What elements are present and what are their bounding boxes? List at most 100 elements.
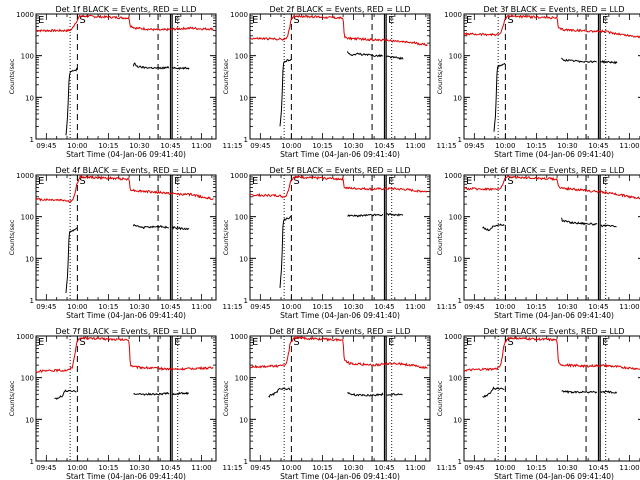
y-tick-label: 100: [235, 214, 248, 222]
panel-title: Det 2f BLACK = Events, RED = LLD: [269, 5, 410, 14]
lld-series-line: [463, 336, 640, 372]
x-axis-label: Start Time (04-Jan-06 09:41:40): [494, 311, 614, 320]
y-tick-label: 10: [453, 255, 462, 263]
y-tick-label: 1: [458, 136, 462, 144]
y-tick-label: 10: [453, 94, 462, 102]
x-tick-label: 09:45: [464, 142, 484, 150]
segment-marker-label: S: [293, 15, 299, 26]
y-tick-label: 1000: [230, 333, 248, 341]
detector-panel: Det 2f BLACK = Events, RED = LLD 1 10 100 10…: [222, 5, 457, 159]
events-series-line: [386, 55, 404, 60]
x-tick-label: 10:00: [67, 303, 87, 311]
events-series-line: [65, 227, 78, 294]
lld-series-line: [463, 175, 640, 200]
segment-marker-label: E: [38, 176, 44, 187]
segment-marker-label: E: [388, 15, 394, 26]
y-axis-label: Counts/sec: [222, 58, 230, 94]
plot-frame: [463, 13, 640, 140]
events-series-line: [279, 215, 292, 289]
segment-marker-label: S: [293, 176, 299, 187]
y-tick-label: 1: [30, 297, 34, 305]
x-axis-label: Start Time (04-Jan-06 09:41:40): [494, 150, 614, 159]
plot-frame: [35, 13, 217, 140]
lld-series-line: [463, 14, 640, 39]
plot-frame: [463, 335, 640, 462]
x-tick-label: 10:45: [374, 303, 394, 311]
x-tick-label: 11:00: [619, 303, 639, 311]
y-tick-label: 100: [235, 375, 248, 383]
events-series-line: [347, 213, 384, 218]
y-tick-label: 1000: [16, 172, 34, 180]
x-tick-label: 10:00: [495, 464, 515, 472]
detector-panel: Det 1f BLACK = Events, RED = LLD 1 10 100 10…: [8, 5, 243, 159]
events-series-line: [133, 391, 170, 396]
segment-marker-label: S: [79, 176, 85, 187]
y-tick-label: 10: [25, 255, 34, 263]
x-tick-label: 10:30: [557, 464, 577, 472]
y-tick-label: 10: [453, 416, 462, 424]
segment-marker-label: S: [507, 337, 513, 348]
y-axis-label: Counts/sec: [436, 58, 444, 94]
panel-title: Det 7f BLACK = Events, RED = LLD: [55, 327, 196, 336]
events-series-line: [65, 67, 78, 136]
events-series-line: [172, 66, 190, 70]
segment-marker-label: E: [466, 176, 472, 187]
x-tick-label: 10:15: [526, 303, 546, 311]
y-tick-label: 10: [239, 416, 248, 424]
x-tick-label: 10:45: [588, 142, 608, 150]
panel-title: Det 4f BLACK = Events, RED = LLD: [55, 166, 196, 175]
y-axis-label: Counts/sec: [8, 380, 16, 416]
events-series-line: [561, 390, 598, 394]
y-tick-label: 10: [25, 94, 34, 102]
x-tick-label: 10:15: [312, 142, 332, 150]
x-tick-label: 09:45: [36, 464, 56, 472]
y-tick-label: 1000: [230, 11, 248, 19]
events-series-line: [600, 390, 618, 394]
plot-frame: [249, 335, 431, 462]
x-tick-label: 10:15: [312, 303, 332, 311]
x-tick-label: 11:00: [191, 464, 211, 472]
x-tick-label: 11:00: [191, 142, 211, 150]
detector-panel: Det 4f BLACK = Events, RED = LLD 1 10 100 10…: [8, 166, 243, 320]
lld-series-line: [249, 175, 428, 199]
y-tick-label: 1: [458, 458, 462, 466]
y-axis-label: Counts/sec: [222, 219, 230, 255]
x-tick-label: 10:30: [557, 303, 577, 311]
events-series-line: [493, 62, 506, 132]
events-series-line: [132, 62, 170, 70]
panel-title: Det 5f BLACK = Events, RED = LLD: [269, 166, 410, 175]
lld-series-line: [35, 174, 214, 204]
x-tick-label: 10:30: [129, 303, 149, 311]
x-tick-label: 10:15: [526, 142, 546, 150]
y-tick-label: 100: [21, 53, 34, 61]
x-tick-label: 11:00: [619, 464, 639, 472]
events-series-line: [171, 226, 190, 231]
x-tick-label: 10:45: [374, 464, 394, 472]
lld-series-line: [35, 336, 214, 374]
lld-series-line: [249, 335, 428, 369]
segment-marker-label: S: [293, 337, 299, 348]
x-tick-label: 09:45: [464, 464, 484, 472]
y-tick-label: 1000: [444, 11, 462, 19]
plot-frame: [249, 174, 431, 301]
x-axis-label: Start Time (04-Jan-06 09:41:40): [280, 311, 400, 320]
segment-marker-label: E: [388, 337, 394, 348]
x-tick-label: 11:15: [222, 464, 242, 472]
plot-frame: [35, 335, 217, 462]
segment-marker-label: E: [174, 15, 180, 26]
detector-panel: Det 3f BLACK = Events, RED = LLD 1 10 100 10…: [436, 5, 640, 159]
y-tick-label: 10: [25, 416, 34, 424]
x-axis-label: Start Time (04-Jan-06 09:41:40): [66, 150, 186, 159]
segment-marker-label: S: [507, 176, 513, 187]
panel-title: Det 3f BLACK = Events, RED = LLD: [483, 5, 624, 14]
x-tick-label: 10:30: [343, 142, 363, 150]
y-tick-label: 100: [21, 214, 34, 222]
y-axis-label: Counts/sec: [222, 380, 230, 416]
y-tick-label: 1: [30, 458, 34, 466]
y-tick-label: 1: [458, 297, 462, 305]
x-tick-label: 09:45: [36, 303, 56, 311]
events-series-line: [346, 51, 383, 58]
events-series-line: [132, 223, 170, 230]
x-axis-label: Start Time (04-Jan-06 09:41:40): [494, 472, 614, 480]
x-tick-label: 10:30: [129, 142, 149, 150]
